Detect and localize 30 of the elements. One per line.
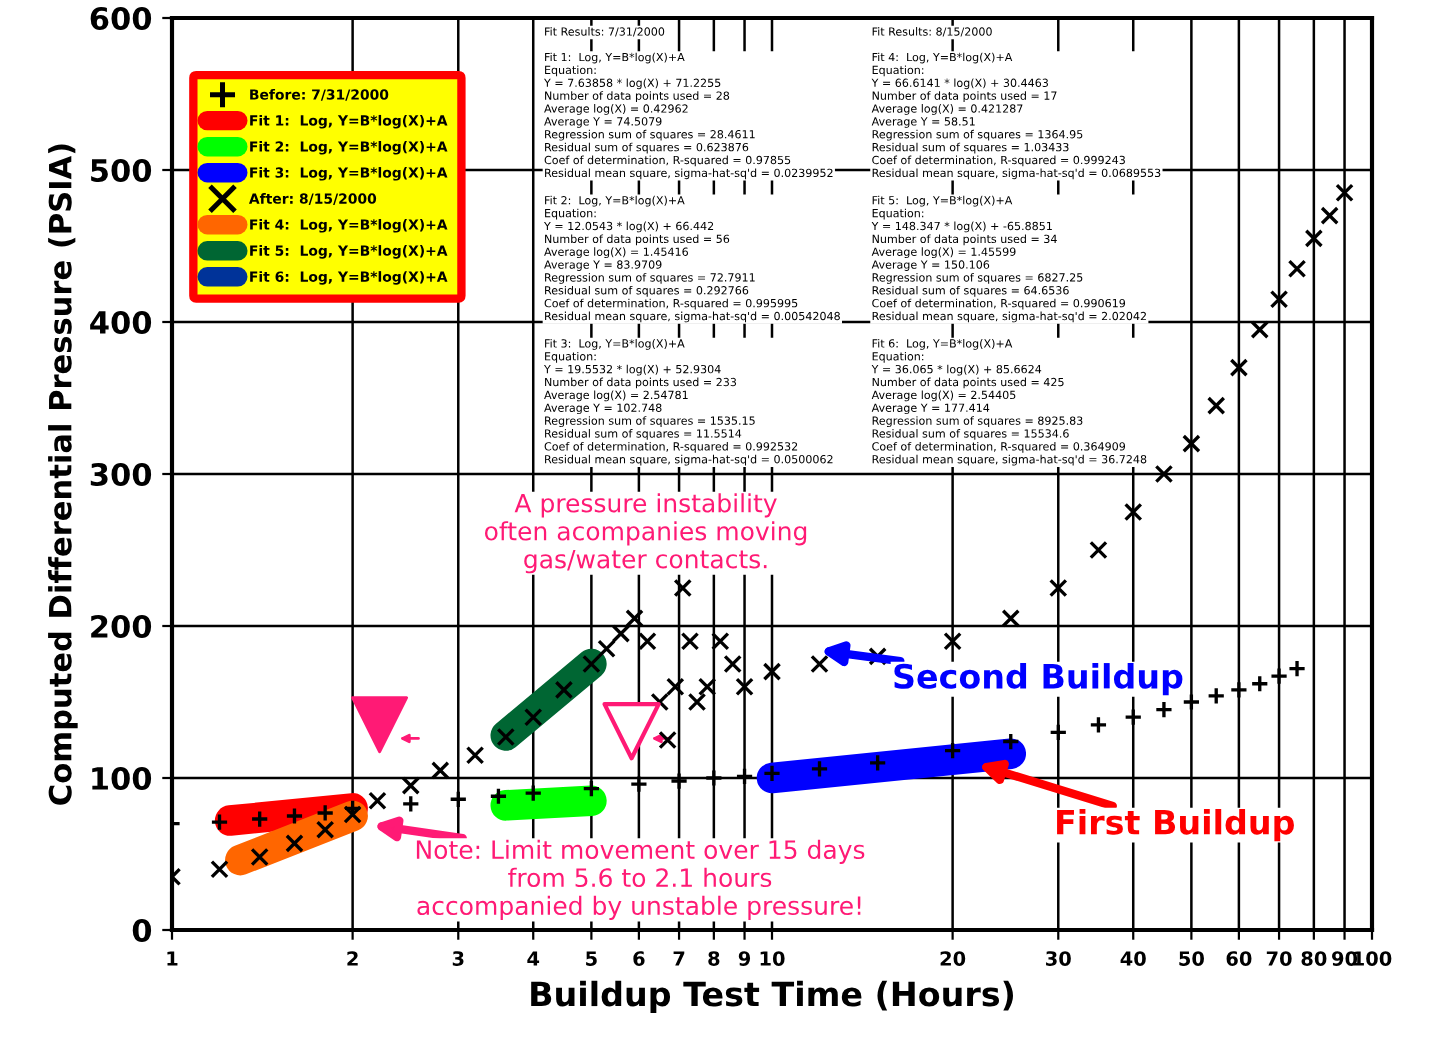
y-tick-label: 200 <box>91 614 152 639</box>
x-tick-label: 7 <box>673 951 685 966</box>
annotation: First Buildup <box>1057 808 1294 842</box>
x-tick-label: 30 <box>1046 951 1071 966</box>
x-tick-label: 8 <box>708 951 720 966</box>
x-tick-label: 1 <box>167 951 178 966</box>
x-tick-label: 50 <box>1179 951 1204 966</box>
y-tick-label: 300 <box>90 462 152 487</box>
x-tick-label: 2 <box>347 951 358 966</box>
x-tick-label: 80 <box>1301 951 1327 966</box>
x-tick-label: 60 <box>1226 951 1252 966</box>
x-tick-label: 40 <box>1120 951 1146 966</box>
x-tick-label: 20 <box>940 951 966 966</box>
x-tick-label: 3 <box>452 951 464 966</box>
x-tick-label: 4 <box>527 951 540 966</box>
x-tick-label: 6 <box>633 951 645 966</box>
annotation: A pressure instability often acompanies moving gas/water contacts. <box>484 493 807 574</box>
x-tick-label: 5 <box>586 951 597 966</box>
annotation: Second Buildup <box>894 663 1183 696</box>
y-tick-label: 100 <box>92 766 152 791</box>
x-tick-label: 9 <box>738 951 751 966</box>
x-axis-title: Buildup Test Time (Hours) <box>531 980 1014 1014</box>
y-tick-label: 600 <box>90 6 152 31</box>
y-axis-title: Computed Differential Pressure (PSIA) <box>48 144 78 805</box>
y-tick-label: 500 <box>91 158 152 183</box>
x-tick-label: 70 <box>1266 951 1292 966</box>
y-tick-label: 0 <box>132 918 152 943</box>
annotation: Note: Limit movement over 15 days from 5.6 to 2.1 hours accompanied by unstable pressure! <box>416 839 865 920</box>
x-tick-label: 10 <box>760 951 785 966</box>
y-tick-label: 400 <box>90 310 152 335</box>
